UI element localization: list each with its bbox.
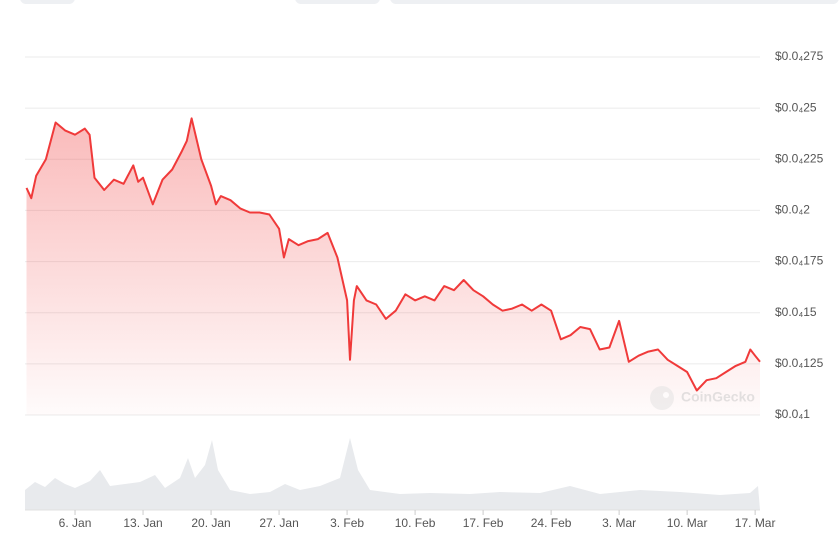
x-tick-label: 17. Mar xyxy=(735,516,776,530)
watermark: CoinGecko xyxy=(650,386,755,410)
y-tick-label: $0.0₄1 xyxy=(775,407,810,421)
x-tick-label: 17. Feb xyxy=(463,516,504,530)
y-tick-label: $0.0₄2 xyxy=(775,203,810,217)
price-area xyxy=(26,118,760,416)
x-tick-label: 3. Feb xyxy=(330,516,364,530)
x-tick-label: 3. Mar xyxy=(602,516,636,530)
y-tick-label: $0.0₄125 xyxy=(775,356,824,370)
price-line xyxy=(25,117,761,392)
x-tick-label: 13. Jan xyxy=(123,516,162,530)
y-tick-label: $0.0₄15 xyxy=(775,305,817,319)
x-tick-label: 6. Jan xyxy=(59,516,92,530)
y-tick-label: $0.0₄25 xyxy=(775,100,817,114)
x-tick-label: 20. Jan xyxy=(191,516,230,530)
toolbar-button[interactable] xyxy=(390,0,839,4)
y-tick-label: $0.0₄175 xyxy=(775,254,824,268)
watermark-text: CoinGecko xyxy=(681,389,755,405)
y-tick-label: $0.0₄275 xyxy=(775,49,824,63)
x-tick-label: 27. Jan xyxy=(259,516,298,530)
y-tick-label: $0.0₄225 xyxy=(775,151,824,165)
volume-area xyxy=(25,438,760,510)
toolbar-button[interactable] xyxy=(20,0,75,4)
x-tick-label: 10. Feb xyxy=(395,516,436,530)
x-tick-label: 10. Mar xyxy=(667,516,708,530)
toolbar-button[interactable] xyxy=(295,0,380,4)
x-tick-label: 24. Feb xyxy=(531,516,572,530)
